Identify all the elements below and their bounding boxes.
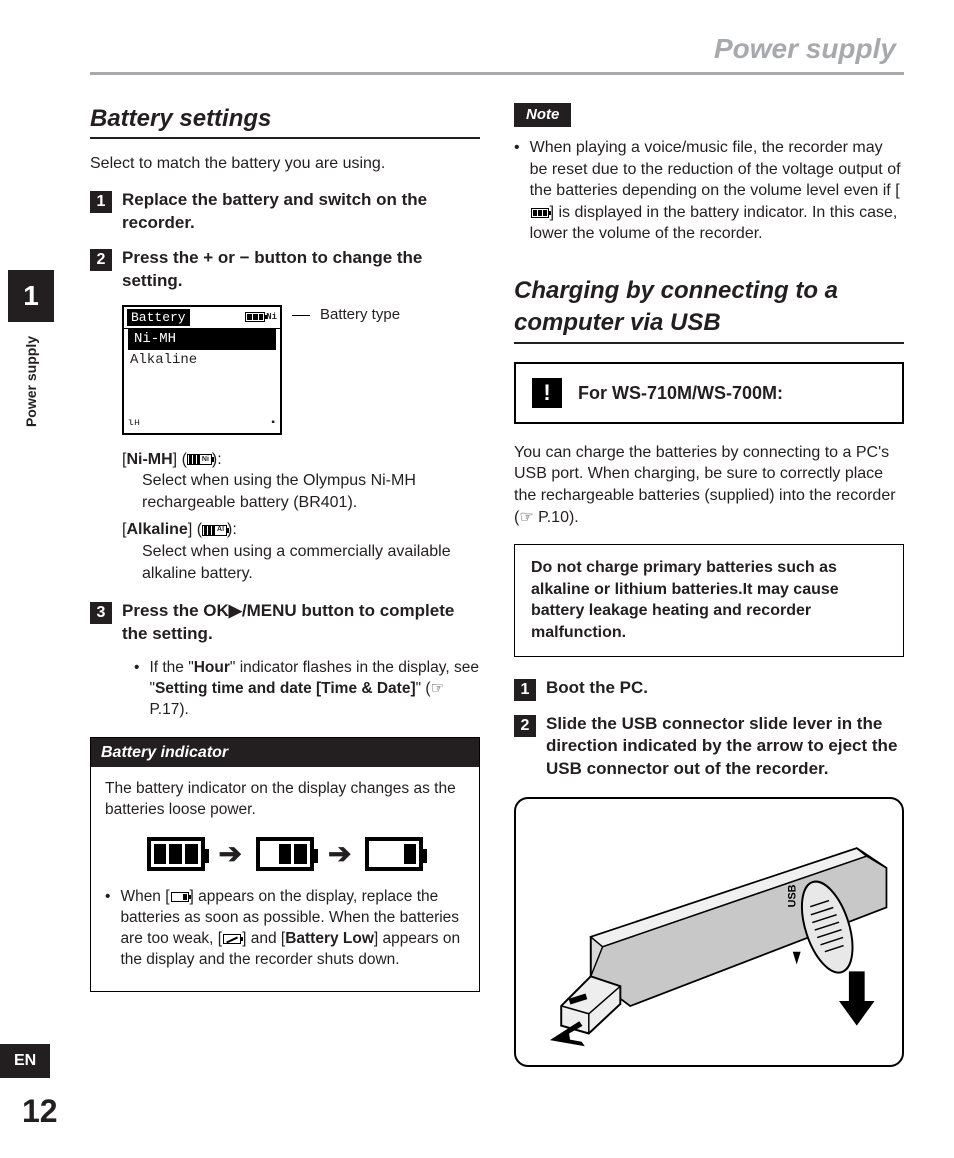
box-intro: The battery indicator on the display cha… — [105, 779, 465, 821]
step-text: Press the OK▶/MENU button to complete th… — [122, 600, 480, 646]
svg-text:USB: USB — [787, 885, 799, 908]
bullet-icon: • — [514, 137, 520, 245]
warning-box: Do not charge primary batteries such as … — [514, 544, 904, 656]
alkaline-term: [Alkaline] (Al): — [122, 519, 480, 541]
step-1: 1 Replace the battery and switch on the … — [90, 189, 480, 235]
model-notice-box: ! For WS-710M/WS-700M: — [514, 362, 904, 424]
battery-icon — [245, 312, 265, 322]
nimh-term: [Ni-MH] (Ni): — [122, 449, 480, 471]
battery-nimh-icon: Ni — [187, 454, 212, 465]
step-3-note: • If the "Hour" indicator flashes in the… — [134, 658, 480, 721]
step-number: 2 — [514, 715, 536, 737]
step-3: 3 Press the OK▶/MENU button to complete … — [90, 600, 480, 646]
usb-figure: USB — [514, 797, 904, 1067]
sidebar: 1 Power supply — [0, 270, 62, 427]
exclamation-icon: ! — [532, 378, 562, 408]
language-tab: EN — [0, 1044, 50, 1078]
arrow-right-icon: ➔ — [328, 835, 351, 873]
sidebar-label: Power supply — [22, 336, 41, 427]
battery-mid-icon — [256, 837, 314, 871]
step-text: Press the + or − button to change the se… — [122, 247, 480, 293]
page-number: 12 — [22, 1090, 58, 1133]
step-text: Replace the battery and switch on the re… — [122, 189, 480, 235]
step-number: 3 — [90, 602, 112, 624]
step-1: 1 Boot the PC. — [514, 677, 904, 701]
bullet-icon: • — [134, 658, 139, 721]
arrow-right-icon: ➔ — [219, 835, 242, 873]
battery-low-inline-icon — [171, 892, 189, 902]
box-note: When [] appears on the display, replace … — [120, 887, 465, 971]
charge-intro: You can charge the batteries by connecti… — [514, 442, 904, 528]
step-number: 1 — [90, 191, 112, 213]
bullet-icon: • — [105, 887, 110, 971]
battery-low-icon — [365, 837, 423, 871]
lcd-footer-icon: ιн — [128, 417, 140, 431]
battery-full-inline-icon — [531, 208, 549, 218]
section-heading: Charging by connecting to a computer via… — [514, 275, 904, 340]
note-text: When playing a voice/music file, the rec… — [530, 137, 904, 245]
step-text: Boot the PC. — [546, 677, 904, 701]
battery-type-label: Ni — [266, 311, 277, 323]
nimh-def: Select when using the Olympus Ni-MH rech… — [142, 470, 480, 513]
battery-level-sequence: ➔ ➔ — [105, 835, 465, 873]
lcd-caption: Battery type — [320, 305, 400, 325]
intro-text: Select to match the battery you are usin… — [90, 153, 480, 175]
step-number: 1 — [514, 679, 536, 701]
lcd-option-selected: Ni-MH — [128, 329, 276, 350]
heading-rule — [90, 137, 480, 139]
option-descriptions: [Ni-MH] (Ni): Select when using the Olym… — [122, 449, 480, 585]
callout-line — [292, 315, 310, 316]
battery-full-icon — [147, 837, 205, 871]
page-header: Power supply — [90, 30, 904, 68]
model-text: For WS-710M/WS-700M: — [578, 381, 783, 405]
note-label: Note — [514, 103, 571, 127]
usb-diagram-svg: USB — [516, 799, 902, 1065]
heading-rule — [514, 342, 904, 344]
right-column: Note • When playing a voice/music file, … — [514, 103, 904, 1068]
section-heading: Battery settings — [90, 103, 480, 135]
chapter-number: 1 — [8, 270, 54, 322]
box-header: Battery indicator — [91, 738, 479, 768]
left-column: Battery settings Select to match the bat… — [90, 103, 480, 1068]
step-2: 2 Slide the USB connector slide lever in… — [514, 713, 904, 782]
step-number: 2 — [90, 249, 112, 271]
battery-indicator-box: Battery indicator The battery indicator … — [90, 737, 480, 992]
lcd-screen: Battery Ni Ni-MH Alkaline ιн ▪ — [122, 305, 282, 435]
step-2: 2 Press the + or − button to change the … — [90, 247, 480, 293]
lcd-title: Battery — [127, 309, 190, 327]
alkaline-def: Select when using a commercially availab… — [142, 541, 480, 584]
battery-empty-inline-icon — [223, 934, 241, 944]
lcd-footer-icon: ▪ — [270, 417, 276, 431]
note-text: If the "Hour" indicator flashes in the d… — [149, 658, 480, 721]
lcd-option: Alkaline — [124, 350, 280, 371]
step-text: Slide the USB connector slide lever in t… — [546, 713, 904, 782]
lcd-figure: Battery Ni Ni-MH Alkaline ιн ▪ Battery t… — [122, 305, 480, 435]
header-rule — [90, 72, 904, 75]
battery-alkaline-icon: Al — [202, 525, 227, 536]
